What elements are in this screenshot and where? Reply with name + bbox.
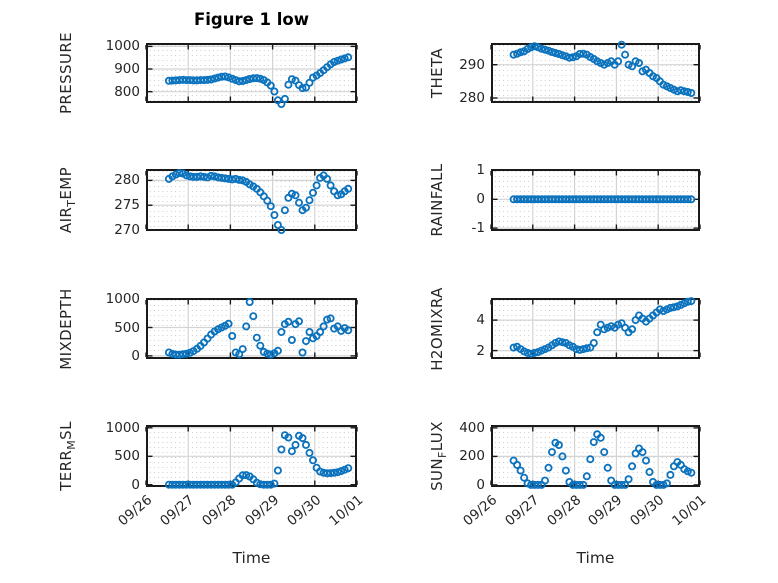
plot-area-air_temp [145, 169, 358, 235]
data-series-mixdepth [164, 298, 353, 359]
major-grid [147, 426, 356, 486]
y-tick-label: 0 [476, 476, 485, 493]
axes-box [491, 425, 700, 487]
plot-area-h2omixra [490, 297, 701, 359]
y-axis-label-text: EMP [57, 166, 75, 200]
y-axis-label-subscript: F [436, 451, 449, 458]
y-tick-label: 0 [476, 191, 485, 208]
axes-box [146, 425, 357, 487]
y-axis-label-text: LUX [428, 421, 446, 452]
axes-box [146, 169, 357, 231]
data-series-rainfall [509, 195, 696, 204]
tick-marks [145, 45, 358, 101]
y-axis-label-text: PRESSURE [57, 31, 75, 115]
y-tick-label: 400 [459, 419, 485, 436]
y-axis-label-text: MIXDEPTH [57, 287, 75, 370]
y-tick-label: -1 [471, 220, 485, 237]
y-axis-label-subscript: T [65, 199, 78, 207]
subplot-pressure [145, 43, 358, 109]
subplot-h2omixra [490, 297, 701, 359]
data-series-terr_msl [164, 431, 353, 489]
major-grid [147, 170, 356, 230]
x-axis-title-left: Time [232, 549, 271, 567]
y-tick-label: 2 [476, 342, 485, 359]
y-tick-label: 4 [476, 312, 485, 329]
subplot-mixdepth [145, 298, 358, 359]
y-axis-label-terr_msl: TERRMSL [56, 366, 78, 546]
y-tick-label: 270 [114, 222, 140, 238]
data-series-h2omixra [509, 297, 696, 358]
x-axis-title-right: Time [576, 549, 615, 567]
plot-area-rainfall [490, 169, 701, 231]
y-tick-label: 0 [131, 347, 140, 364]
y-tick-label: 500 [114, 448, 140, 465]
y-tick-label: 1000 [105, 419, 140, 436]
plot-area-terr_msl [145, 425, 358, 489]
y-tick-label: 0 [131, 476, 140, 493]
subplot-terr_msl [145, 425, 358, 489]
y-tick-label: 1000 [105, 291, 140, 308]
y-tick-label: 1 [476, 162, 485, 179]
tick-marks [145, 171, 358, 231]
y-tick-label: 200 [459, 448, 485, 465]
y-axis-label-sun_flux: SUNFLUX [427, 366, 449, 546]
subplot-sun_flux [490, 425, 701, 489]
y-axis-label-text: SL [57, 421, 75, 440]
subplot-theta [490, 40, 701, 103]
tick-marks [490, 300, 701, 357]
subplot-air_temp [145, 169, 358, 235]
axes-box [146, 43, 357, 103]
y-tick-label: 900 [114, 61, 140, 78]
plot-area-mixdepth [145, 298, 358, 359]
y-axis-label-text: SUN [428, 457, 446, 491]
y-axis-label-text: THETA [428, 47, 446, 99]
axes-box [491, 169, 700, 231]
y-axis-label-subscript: M [65, 439, 78, 450]
y-tick-label: 280 [114, 172, 140, 189]
data-series-air_temp [164, 169, 353, 235]
y-tick-label: 1000 [105, 38, 140, 55]
axes-box [491, 298, 700, 359]
axes-box [491, 43, 700, 103]
plot-area-pressure [145, 43, 358, 109]
y-tick-label: 800 [114, 83, 140, 100]
y-axis-label-text: RAINFALL [428, 163, 446, 237]
y-tick-label: 500 [114, 319, 140, 336]
y-tick-label: 275 [114, 197, 140, 214]
major-grid [492, 426, 699, 486]
plot-area-theta [490, 40, 701, 103]
figure-title: Figure 1 low [193, 10, 310, 29]
data-series-sun_flux [509, 430, 696, 489]
tick-marks [490, 45, 701, 101]
subplot-rainfall [490, 169, 701, 231]
y-tick-label: 280 [459, 90, 485, 106]
y-tick-label: 290 [459, 56, 485, 73]
y-axis-label-text: H2OMIXRA [428, 286, 446, 371]
y-axis-label-text: TERR [57, 449, 75, 491]
plot-area-sun_flux [490, 425, 701, 489]
data-series-theta [509, 40, 696, 98]
y-axis-label-text: AIR [57, 206, 75, 234]
data-series-pressure [164, 53, 353, 109]
